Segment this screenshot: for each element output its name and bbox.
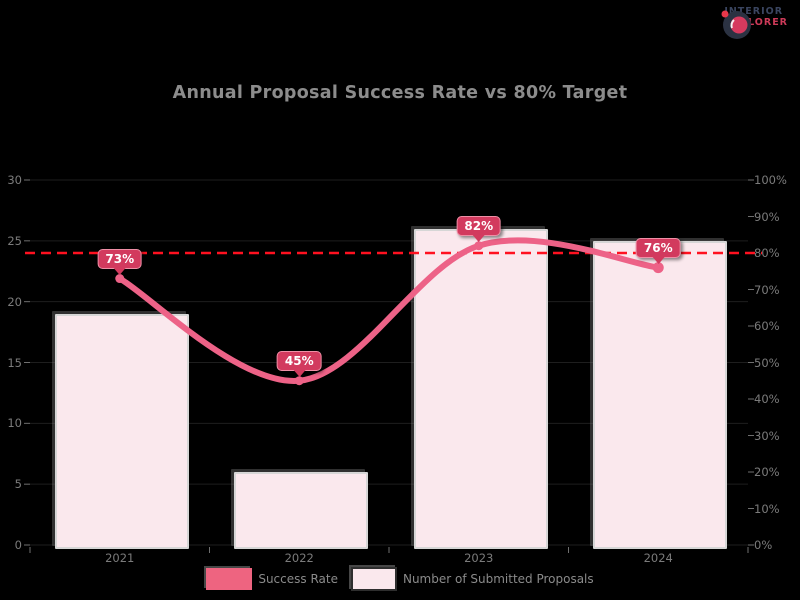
logo-wordmark: INTERIOR EXPLORER [724, 6, 788, 28]
right-axis-tick-label: 10% [754, 501, 780, 516]
legend-label: Success Rate [258, 572, 338, 586]
right-axis-tick-label: 20% [754, 465, 780, 479]
bar-2024[interactable] [593, 240, 728, 549]
badge-pointer [472, 234, 485, 242]
badge-pointer [293, 369, 306, 377]
line-point-2024 [652, 262, 664, 274]
bar-2023[interactable] [413, 228, 548, 549]
value-badge-2024: 76% [635, 237, 681, 264]
right-axis-tick-label: 100% [754, 173, 787, 187]
x-axis-label: 2023 [464, 551, 494, 565]
right-axis-tick-label: 40% [754, 392, 780, 406]
legend-label: Number of Submitted Proposals [402, 572, 594, 586]
logo: INTERIOR EXPLORER [718, 6, 788, 39]
legend: Success Rate Number of Submitted Proposa… [0, 565, 800, 593]
left-axis-tick-label: 20 [7, 294, 22, 309]
value-badge-2022: 45% [276, 350, 322, 377]
right-axis-tick-label: 80% [754, 246, 780, 260]
right-axis-tick-label: 90% [754, 209, 780, 224]
left-axis-tick-label: 30 [7, 173, 22, 187]
logo-wordmark-line1: INTERIOR [724, 6, 784, 17]
bar-2021[interactable] [54, 313, 189, 549]
bar-2022[interactable] [234, 472, 369, 549]
right-axis-tick-label: 70% [754, 282, 780, 297]
legend-swatch-bar-series [350, 567, 397, 591]
right-axis-tick-label: 0% [754, 538, 773, 552]
line-point-2023 [474, 241, 484, 251]
legend-swatch-line-series [206, 568, 253, 590]
left-axis-tick-label: 25 [7, 233, 22, 248]
logo-wordmark-line2: EXPLORER [724, 17, 788, 28]
right-axis-tick-label: 30% [754, 428, 780, 443]
x-axis-label: 2022 [284, 551, 314, 565]
x-axis-label: 2021 [105, 551, 135, 565]
legend-item-success-rate[interactable]: Success Rate [206, 568, 338, 590]
value-badge-2023: 82% [456, 215, 502, 242]
left-axis-tick-label: 0 [14, 538, 22, 552]
left-axis-tick-label: 10 [7, 416, 22, 431]
success-rate-line [116, 237, 662, 384]
right-axis-tick-label: 60% [754, 319, 780, 333]
right-axis-tick-label: 50% [754, 355, 780, 370]
chart-title: Annual Proposal Success Rate vs 80% Targ… [172, 83, 628, 103]
legend-item-proposals[interactable]: Number of Submitted Proposals [350, 567, 594, 591]
badge-pointer [652, 256, 665, 264]
left-axis-tick-label: 5 [14, 477, 22, 492]
line-point-2021 [115, 274, 125, 284]
badge-pointer [113, 267, 126, 275]
left-axis-tick-label: 15 [7, 355, 22, 370]
value-badge-2021: 73% [97, 248, 143, 275]
line-point-2022 [294, 376, 304, 386]
x-axis-label: 2024 [643, 551, 673, 565]
